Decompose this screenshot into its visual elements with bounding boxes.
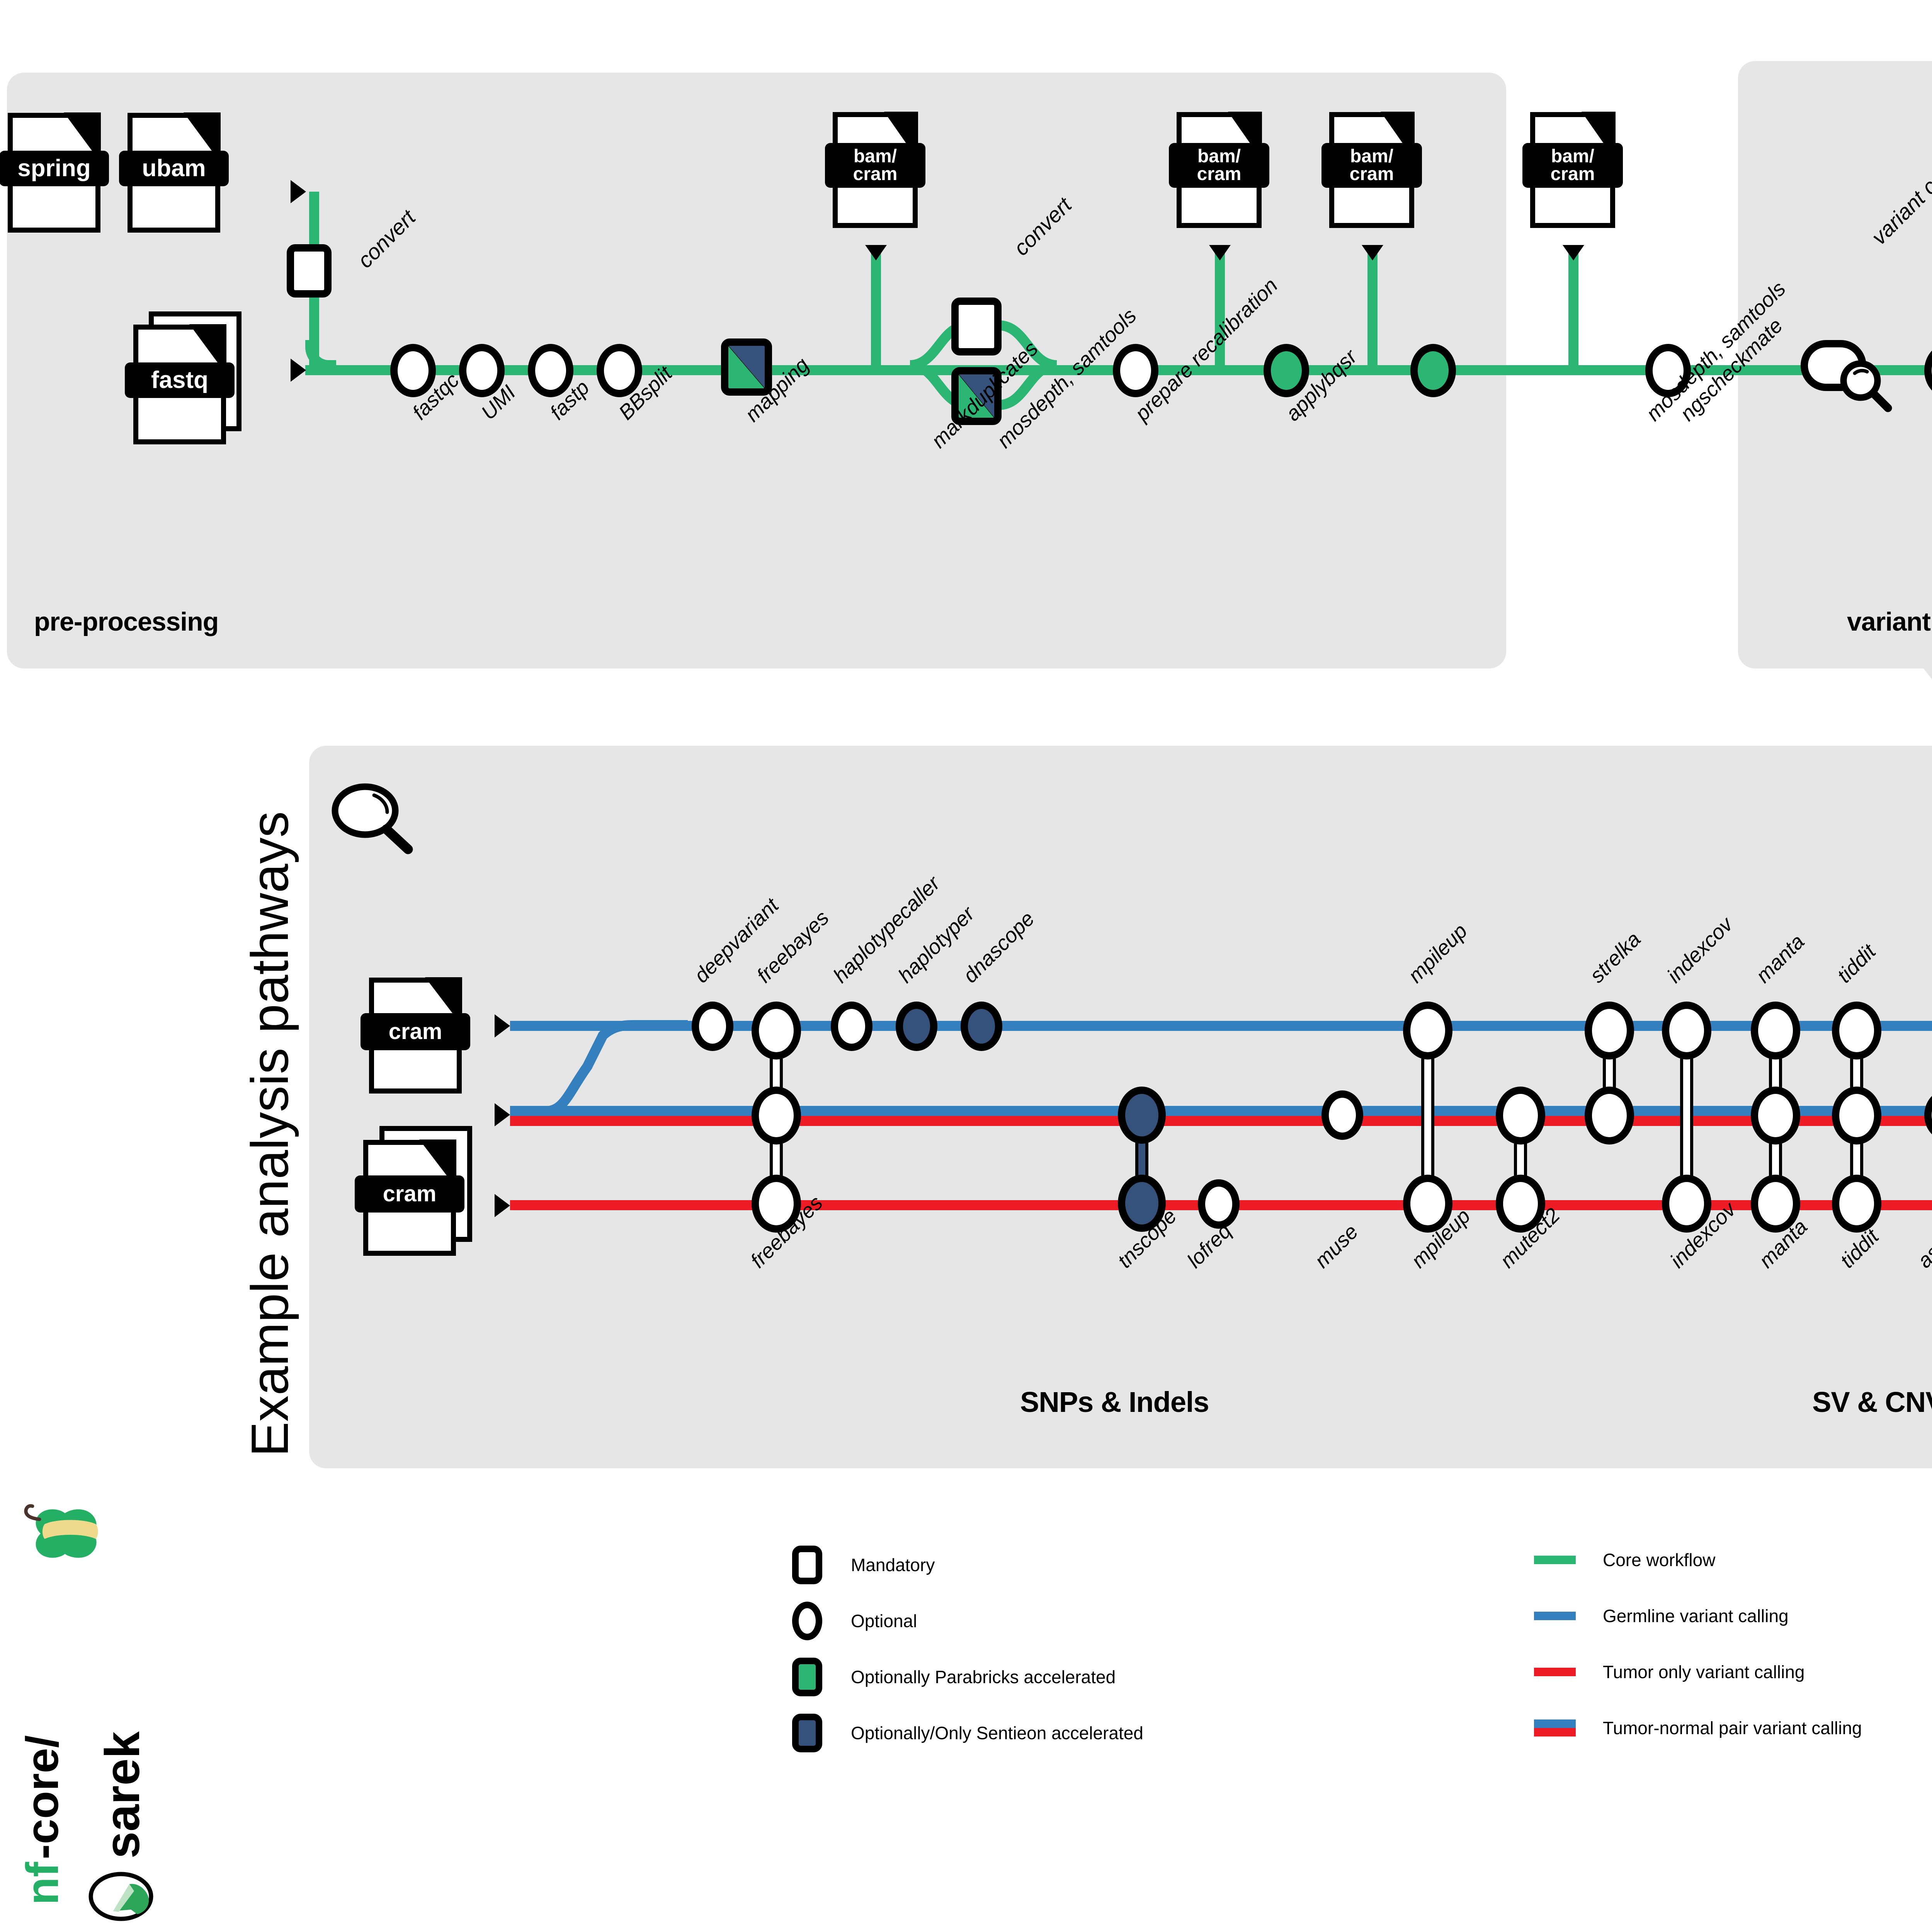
file-icon-cram-1: cram [361, 977, 470, 1094]
arrow-head-bam-cram-1 [865, 245, 887, 260]
file-label-fastq: fastq [125, 362, 235, 398]
node-deepvariant[interactable] [692, 1002, 733, 1051]
section-label-variant-calling: variant calling [1847, 607, 1932, 636]
file-label-cram-2: cram [355, 1175, 464, 1213]
node-haplotypecaller[interactable] [831, 1002, 872, 1051]
legend-shape-sentieon: Optionally/Only Sentieon accelerated [792, 1714, 1143, 1752]
file-icon-bam-cram-2: bam/cram [1169, 112, 1269, 228]
section-label-snps-indels: SNPs & Indels [1020, 1386, 1209, 1418]
node-convert[interactable] [287, 244, 332, 298]
node-tiddit-tumor-normal[interactable] [1832, 1087, 1881, 1145]
logo-text-core: -core/ [17, 1735, 68, 1859]
node-markduplicates[interactable] [951, 298, 1002, 355]
legend-swatch-core [1534, 1556, 1576, 1564]
section-label-pre-processing: pre-processing [34, 607, 219, 636]
arrow-head-fastq-input [291, 359, 306, 382]
node-tnscope-tumor-only[interactable] [1118, 1175, 1166, 1232]
arrow-head-track-tumor-only [495, 1194, 510, 1217]
arrow-head-track-germline [495, 1014, 510, 1037]
legend-line-germline: Germline variant calling [1534, 1605, 1789, 1626]
legend-shape-optional: Optional [792, 1602, 917, 1640]
arrow-head-bam-cram-3 [1362, 245, 1383, 260]
bam-cram-3-connector [1367, 247, 1378, 367]
node-tnscope-tumor-normal[interactable] [1118, 1087, 1166, 1144]
node-dnascope[interactable] [961, 1002, 1002, 1051]
arrow-head-bam-cram-4 [1563, 245, 1584, 260]
node-indexcov-tumor-only[interactable] [1662, 1175, 1711, 1233]
node-haplotyper[interactable] [896, 1002, 937, 1051]
legend-line-core: Core workflow [1534, 1549, 1715, 1570]
node-manta-tumor-normal[interactable] [1751, 1087, 1800, 1145]
legend-swatch-germline [1534, 1612, 1576, 1620]
legend-swatch-tumor-only [1534, 1668, 1576, 1676]
node-mosdepth-samtools[interactable] [951, 367, 1002, 425]
arrow-head-track-tumor-normal [495, 1103, 510, 1126]
node-freebayes-tumor-normal[interactable] [752, 1087, 801, 1145]
bam-cram-4-connector [1568, 247, 1578, 367]
bam-cram-2-connector [1215, 247, 1225, 367]
file-icon-ubam: ubam [119, 112, 229, 233]
file-label-spring: spring [0, 151, 109, 186]
legend-label-sentieon: Optionally/Only Sentieon accelerated [851, 1723, 1143, 1743]
node-umi[interactable] [459, 344, 505, 397]
node-indexcov-germline[interactable] [1662, 1002, 1711, 1060]
vertical-title: Example analysis pathways [240, 811, 299, 1457]
legend-line-tumor-normal: Tumor-normal pair variant calling [1534, 1718, 1862, 1738]
file-label-bam-cram-3: bam/cram [1321, 143, 1422, 188]
legend-shape-parabricks: Optionally Parabricks accelerated [792, 1658, 1116, 1696]
logo-text-sarek: sarek [95, 1731, 150, 1859]
logo-text-nf: nf [17, 1862, 68, 1905]
file-label-bam-cram-2: bam/cram [1169, 143, 1269, 188]
legend-label-germline: Germline variant calling [1603, 1606, 1789, 1626]
file-label-ubam: ubam [119, 151, 229, 186]
legend-shape-mandatory: Mandatory [792, 1546, 935, 1584]
magnifier-icon-pathways [328, 777, 421, 871]
file-icon-bam-cram-3: bam/cram [1321, 112, 1422, 228]
legend-label-core: Core workflow [1603, 1550, 1716, 1570]
section-label-sv-cnv: SV & CNV [1812, 1386, 1932, 1418]
legend-line-tumor-only: Tumor only variant calling [1534, 1662, 1804, 1682]
file-icon-cram-2: cram [355, 1126, 472, 1256]
arrow-head-bam-cram-2 [1209, 245, 1231, 260]
legend-swatch-mandatory [792, 1546, 822, 1584]
node-indexcov-stem-inner [1683, 1020, 1690, 1213]
file-label-bam-cram-1: bam/cram [825, 143, 925, 188]
nf-core-sarek-logo: nf -core/ sarek [0, 1472, 162, 1928]
node-strelka-tumor-normal[interactable] [1585, 1087, 1634, 1145]
legend-label-tumor-normal: Tumor-normal pair variant calling [1603, 1718, 1862, 1738]
node-mutect2-tumor-normal[interactable] [1496, 1087, 1545, 1145]
node-strelka-germline[interactable] [1585, 1002, 1634, 1060]
track-line-tumor-normal-blue [510, 1106, 1932, 1116]
node-mpileup-stem-inner [1424, 1020, 1431, 1213]
node-applybqsr-secondary[interactable] [1410, 344, 1456, 397]
magnifier-icon-variant-calling [1839, 359, 1897, 419]
file-icon-bam-cram-1: bam/cram [825, 112, 925, 228]
funnel-arrow [1923, 668, 1932, 703]
node-tiddit-tumor-only[interactable] [1832, 1175, 1881, 1233]
legend-label-parabricks: Optionally Parabricks accelerated [851, 1667, 1116, 1687]
legend-swatch-parabricks [792, 1658, 822, 1696]
file-label-cram-1: cram [361, 1013, 470, 1050]
node-mapping[interactable] [721, 338, 772, 396]
file-label-bam-cram-4: bam/cram [1522, 143, 1623, 188]
file-icon-fastq: fastq [125, 311, 242, 444]
node-tiddit-germline[interactable] [1832, 1002, 1881, 1060]
legend-label-tumor-only: Tumor only variant calling [1603, 1662, 1805, 1682]
node-prepare-recalibration[interactable] [1113, 344, 1158, 397]
legend-swatch-optional [792, 1602, 822, 1640]
node-manta-germline[interactable] [1751, 1002, 1800, 1060]
arrow-head-ubam-input [291, 180, 306, 203]
file-icon-bam-cram-4: bam/cram [1522, 112, 1623, 228]
node-mpileup-germline[interactable] [1403, 1002, 1452, 1060]
track-connector-blue-diagonal [510, 1020, 688, 1117]
legend-swatch-tumor-normal [1534, 1719, 1576, 1736]
track-line-tumor-normal-red [510, 1116, 1932, 1126]
legend-label-mandatory: Mandatory [851, 1555, 935, 1575]
bam-cram-1-connector [871, 247, 881, 367]
node-muse[interactable] [1321, 1090, 1363, 1140]
legend-swatch-sentieon [792, 1714, 822, 1752]
legend-label-optional: Optional [851, 1611, 917, 1631]
file-icon-spring: spring [0, 112, 109, 233]
node-freebayes-germline[interactable] [752, 1002, 801, 1060]
